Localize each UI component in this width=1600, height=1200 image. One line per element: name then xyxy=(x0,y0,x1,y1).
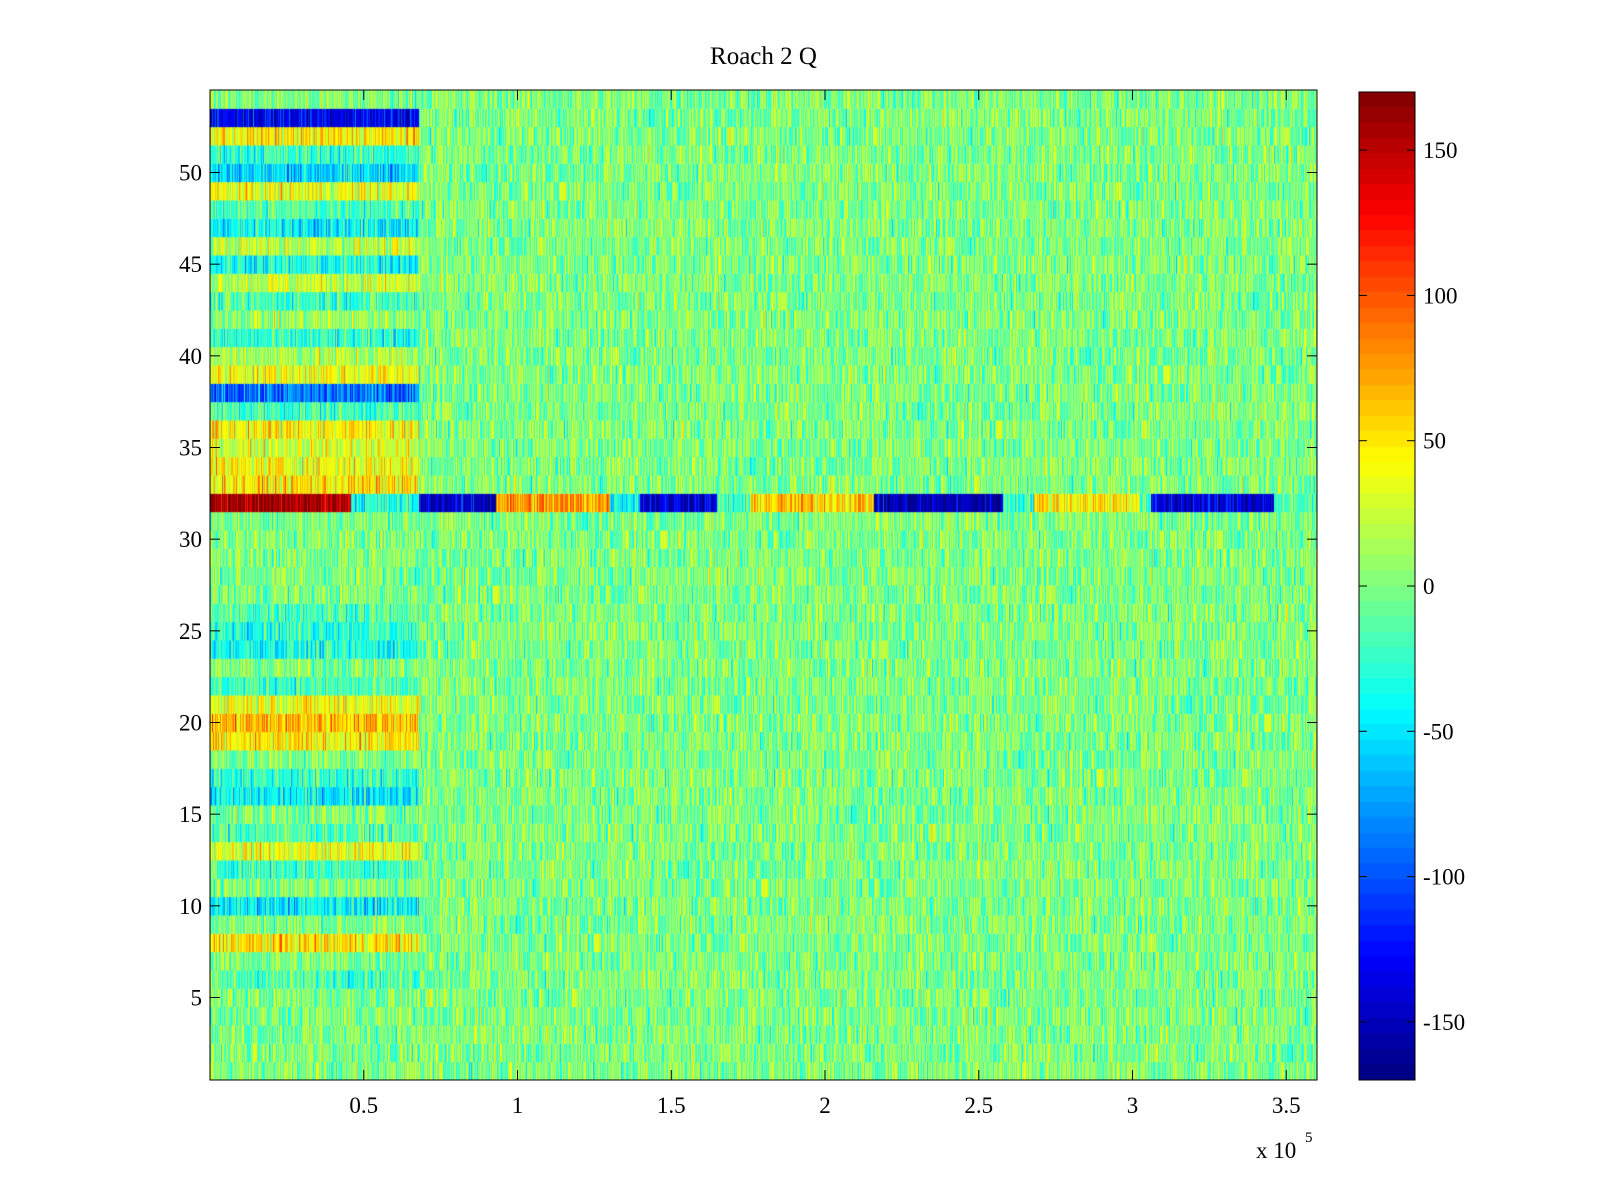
x-exponent-label: x 10 xyxy=(1256,1138,1296,1163)
colorbar-tick-label: 100 xyxy=(1423,283,1458,308)
colorbar-tick-label: -50 xyxy=(1423,719,1454,744)
y-tick-label: 5 xyxy=(191,986,203,1011)
y-tick-label: 15 xyxy=(179,802,202,827)
y-tick-label: 50 xyxy=(179,161,202,186)
x-tick-label: 3 xyxy=(1127,1093,1139,1118)
y-tick-label: 40 xyxy=(179,344,202,369)
colorbar-tick-label: -150 xyxy=(1423,1010,1465,1035)
x-tick-label: 2 xyxy=(819,1093,831,1118)
colorbar xyxy=(1359,92,1415,1080)
y-tick-label: 45 xyxy=(179,252,202,277)
y-tick-label: 20 xyxy=(179,711,202,736)
heatmap-plot-area xyxy=(210,90,1317,1080)
x-axis: 0.5 1 1.5 2 2.5 3 3.5 xyxy=(349,90,1301,1118)
colorbar-tick-label: 150 xyxy=(1423,138,1458,163)
x-tick-label: 0.5 xyxy=(349,1093,378,1118)
x-tick-label: 2.5 xyxy=(964,1093,993,1118)
colorbar-tick-label: 0 xyxy=(1423,574,1435,599)
x-tick-label: 3.5 xyxy=(1272,1093,1301,1118)
plot-frame xyxy=(209,89,1318,1081)
y-tick-label: 35 xyxy=(179,436,202,461)
x-exponent-power: 5 xyxy=(1305,1130,1313,1146)
colorbar-frame xyxy=(1358,91,1416,1081)
x-tick-label: 1.5 xyxy=(657,1093,686,1118)
y-tick-label: 25 xyxy=(179,619,202,644)
y-tick-label: 30 xyxy=(179,527,202,552)
colorbar-tick-label: -100 xyxy=(1423,865,1465,890)
colorbar-tick-label: 50 xyxy=(1423,429,1446,454)
x-tick-label: 1 xyxy=(512,1093,524,1118)
y-tick-label: 10 xyxy=(179,894,202,919)
colorbar-axis: -150 -100 -50 0 50 100 150 xyxy=(1359,138,1465,1035)
chart-title: Roach 2 Q xyxy=(710,43,817,70)
y-axis: 5 10 15 20 25 30 35 40 45 50 xyxy=(179,161,1317,1011)
